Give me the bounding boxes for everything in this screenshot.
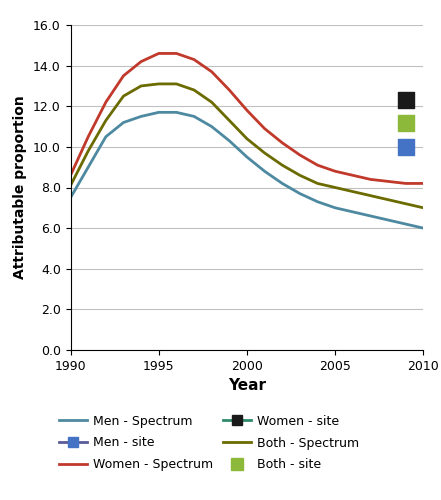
Point bbox=[402, 143, 409, 151]
Legend: Men - Spectrum, Men - site, Women - Spectrum, Women - site, Both - Spectrum, Bot: Men - Spectrum, Men - site, Women - Spec… bbox=[59, 415, 359, 471]
Point bbox=[402, 118, 409, 126]
Y-axis label: Attributable proportion: Attributable proportion bbox=[13, 96, 27, 280]
Point bbox=[402, 96, 409, 104]
X-axis label: Year: Year bbox=[228, 378, 266, 394]
